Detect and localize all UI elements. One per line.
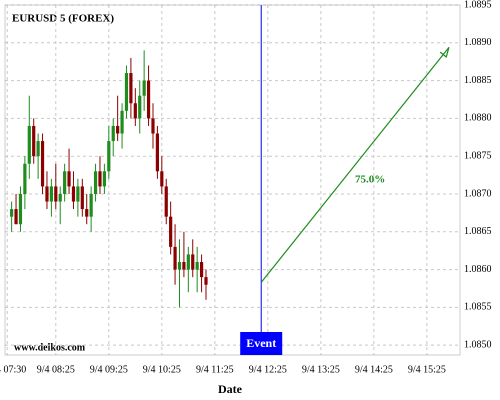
x-tick-label: 9/4 15:25 [408, 364, 446, 375]
chart-title: EURUSD 5 (FOREX) [12, 13, 114, 25]
candle-body [129, 73, 133, 104]
watermark: www.delkos.com [14, 342, 86, 353]
candle-body [116, 125, 120, 134]
candle-body [199, 262, 204, 278]
candle-body [173, 246, 177, 270]
candle-body [102, 171, 106, 187]
y-tick-label: 1.0855 [464, 302, 492, 313]
y-tick-label: 1.0885 [464, 75, 492, 86]
event-box [240, 332, 283, 355]
candle-body [54, 186, 58, 202]
candle-body [138, 95, 142, 119]
candle-body [107, 141, 111, 172]
y-tick-label: 1.0890 [464, 37, 492, 48]
candle-body [164, 186, 168, 217]
candle-body [182, 262, 186, 270]
candle-body [142, 80, 146, 96]
candle-body [45, 186, 49, 202]
candle-body [32, 125, 36, 157]
x-tick-label: 9/4 07:30 [0, 364, 26, 375]
candle-body [93, 171, 98, 194]
candle-body [67, 171, 71, 187]
candle-body [49, 186, 53, 202]
candle-body [98, 171, 102, 187]
x-tick-label: 9/4 14:25 [355, 364, 393, 375]
y-tick-label: 1.0875 [464, 150, 492, 161]
y-tick-label: 1.0850 [464, 339, 492, 350]
candle-body [111, 125, 115, 142]
candle-body [195, 262, 199, 270]
x-tick-label: 9/4 11:25 [196, 364, 234, 375]
y-tick-label: 1.0860 [464, 264, 492, 275]
candle-body [160, 171, 164, 187]
x-tick-label: 9/4 13:25 [302, 364, 340, 375]
candle-body [151, 118, 155, 134]
x-tick-label: 9/4 08:25 [37, 364, 75, 375]
candle-body [191, 254, 195, 270]
x-tick-label: 9/4 10:25 [143, 364, 181, 375]
candle-body [14, 209, 18, 225]
y-tick-label: 1.0880 [464, 113, 492, 124]
arrow-head [439, 47, 450, 58]
candle-body [27, 125, 31, 164]
forecast-arrow [260, 46, 450, 283]
candle-body [10, 209, 14, 217]
candle-body [146, 80, 151, 119]
x-tick-label: 9/4 09:25 [90, 364, 128, 375]
candle-body [155, 133, 160, 172]
candle-body [120, 110, 124, 134]
candle-body [133, 103, 137, 119]
candle-body [18, 193, 23, 225]
candle-body [124, 73, 129, 111]
candle-body [204, 277, 208, 285]
plot-frame [4, 4, 461, 356]
candle-body [71, 186, 76, 202]
y-tick-label: 1.0870 [464, 188, 492, 199]
candle-body [186, 254, 190, 270]
candle-body [76, 186, 80, 202]
y-tick-label: 1.0865 [464, 226, 492, 237]
x-tick-label: 9/4 12:25 [249, 364, 287, 375]
x-axis-label: Date [218, 382, 243, 396]
event-label: Event [246, 336, 276, 350]
candle-body [23, 163, 27, 194]
candle-body [85, 209, 89, 217]
candle-body [177, 262, 182, 270]
candle-body [89, 193, 93, 217]
candle-body [80, 186, 84, 210]
y-tick-label: 1.0895 [464, 0, 492, 10]
arrow-label: 75.0% [355, 173, 385, 185]
candle-body [169, 216, 173, 247]
candle-body [58, 193, 62, 202]
candle-body [63, 171, 67, 194]
candle-body [36, 141, 40, 157]
candle-body [40, 141, 45, 187]
